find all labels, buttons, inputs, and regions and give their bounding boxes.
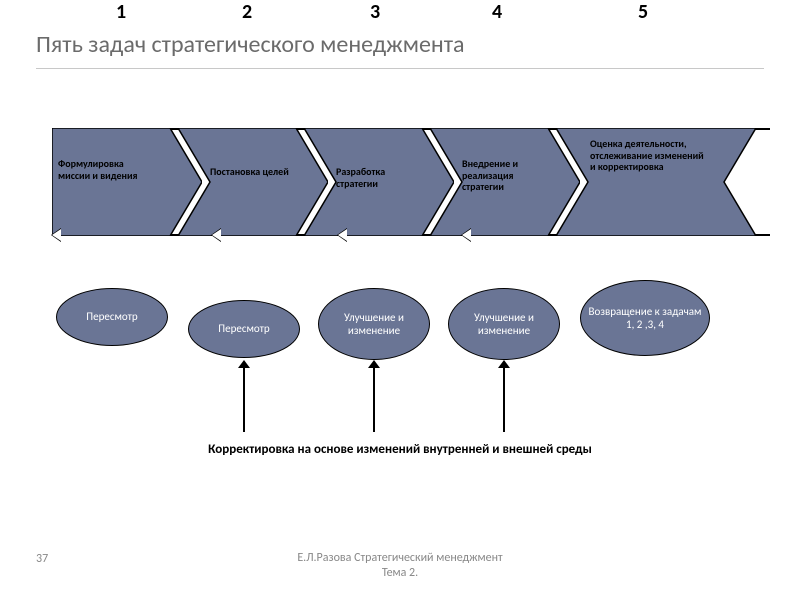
footer: Е.Л.Разова Стратегический менеджмент Тем… [0, 551, 800, 580]
step-label: Оценка деятельности, отслеживание измене… [590, 138, 710, 173]
feedback-oval: Пересмотр [56, 288, 168, 346]
up-arrow [503, 368, 505, 432]
feedback-oval: Улучшение и изменение [318, 288, 430, 360]
step-number: 5 [638, 0, 648, 24]
step-number: 2 [242, 0, 252, 24]
step-label: Постановка целей [210, 166, 292, 178]
feedback-oval: Улучшение и изменение [448, 288, 560, 360]
footer-author: Е.Л.Разова Стратегический менеджмент [297, 551, 502, 565]
feedback-oval: Пересмотр [188, 300, 300, 358]
step-label: Внедрение и реализация стратегии [462, 158, 548, 193]
bottom-caption: Корректировка на основе изменений внутре… [0, 442, 800, 457]
feedback-oval: Возвращение к задачам 1, 2 ,3, 4 [580, 280, 710, 356]
title-underline [36, 68, 764, 69]
step-number: 4 [492, 0, 502, 24]
up-arrow [243, 368, 245, 432]
step-number: 1 [116, 0, 126, 24]
step-label: Разработка стратегии [336, 166, 418, 189]
footer-topic: Тема 2. [382, 566, 418, 580]
up-arrow [373, 368, 375, 432]
page-title: Пять задач стратегического менеджмента [36, 30, 465, 59]
step-number: 3 [370, 0, 380, 24]
step-label: Формулировка миссии и видения [58, 158, 158, 181]
